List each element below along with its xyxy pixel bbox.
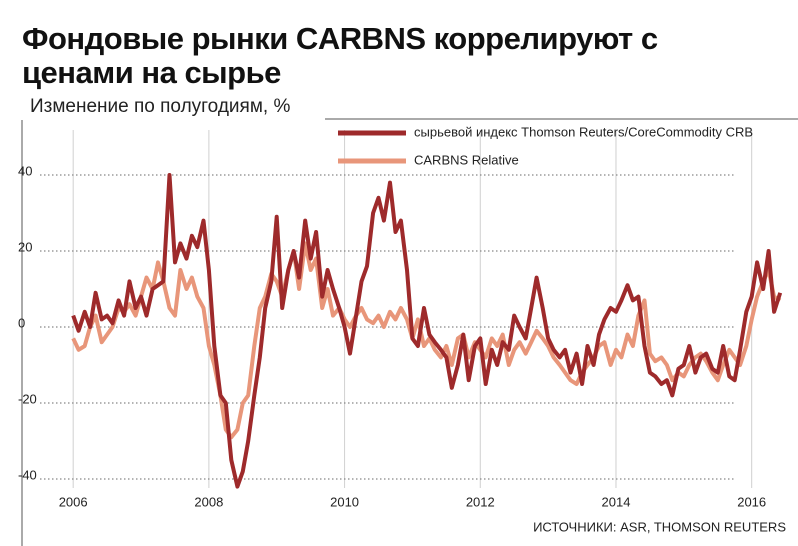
chart-subtitle: Изменение по полугодиям, % xyxy=(30,96,291,117)
x-tick-label: 2014 xyxy=(602,494,631,509)
x-tick-label: 2012 xyxy=(466,494,495,509)
legend-label: CARBNS Relative xyxy=(414,152,519,167)
y-tick-label: 20 xyxy=(18,239,32,254)
source-note: ИСТОЧНИКИ: ASR, THOMSON REUTERS xyxy=(533,519,786,534)
x-tick-label: 2016 xyxy=(737,494,766,509)
data-line xyxy=(71,173,783,489)
y-tick-label: 0 xyxy=(18,315,25,330)
chart-title: Фондовые рынки CARBNS коррелируют с цена… xyxy=(22,21,658,90)
x-tick-label: 2010 xyxy=(330,494,359,509)
y-tick-label: -40 xyxy=(18,467,37,482)
legend-label: сырьевой индекс Thomson Reuters/CoreComm… xyxy=(414,124,753,139)
x-tick-label: 2008 xyxy=(194,494,223,509)
y-tick-label: -20 xyxy=(18,391,37,406)
x-tick-label: 2006 xyxy=(59,494,88,509)
data-line xyxy=(71,241,782,440)
y-tick-label: 40 xyxy=(18,163,32,178)
